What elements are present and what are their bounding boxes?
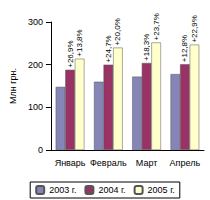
svg-text:+23,7%: +23,7% bbox=[152, 13, 161, 40]
svg-text:2003 г.: 2003 г. bbox=[49, 185, 76, 195]
svg-text:0: 0 bbox=[38, 145, 43, 155]
svg-text:Апрель: Апрель bbox=[170, 158, 201, 168]
svg-text:+12,8%: +12,8% bbox=[180, 35, 189, 62]
svg-text:+24,7%: +24,7% bbox=[104, 35, 113, 62]
svg-text:300: 300 bbox=[28, 17, 43, 27]
svg-text:Млн грн.: Млн грн. bbox=[8, 68, 18, 104]
svg-text:2005 г.: 2005 г. bbox=[148, 185, 175, 195]
svg-text:+26,9%: +26,9% bbox=[66, 40, 75, 67]
svg-text:2004 г.: 2004 г. bbox=[98, 185, 125, 195]
svg-text:+22,9%: +22,9% bbox=[190, 15, 199, 42]
svg-text:+18,3%: +18,3% bbox=[142, 34, 151, 61]
svg-text:Январь: Январь bbox=[55, 158, 86, 168]
svg-text:100: 100 bbox=[28, 102, 43, 112]
svg-text:+13,8%: +13,8% bbox=[75, 29, 84, 56]
svg-text:Февраль: Февраль bbox=[90, 158, 127, 168]
svg-text:200: 200 bbox=[28, 60, 43, 70]
svg-text:Март: Март bbox=[136, 158, 158, 168]
svg-text:+20,0%: +20,0% bbox=[113, 18, 122, 45]
